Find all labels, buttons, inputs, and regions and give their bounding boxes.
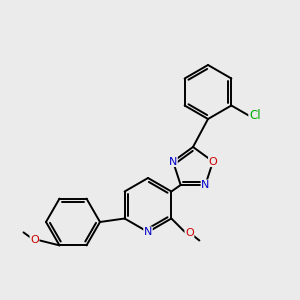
Text: N: N <box>169 157 177 166</box>
Text: N: N <box>201 180 209 190</box>
Text: O: O <box>208 157 217 166</box>
Text: O: O <box>185 227 194 238</box>
Text: O: O <box>30 236 39 245</box>
Text: N: N <box>144 227 152 237</box>
Text: Cl: Cl <box>249 109 260 122</box>
